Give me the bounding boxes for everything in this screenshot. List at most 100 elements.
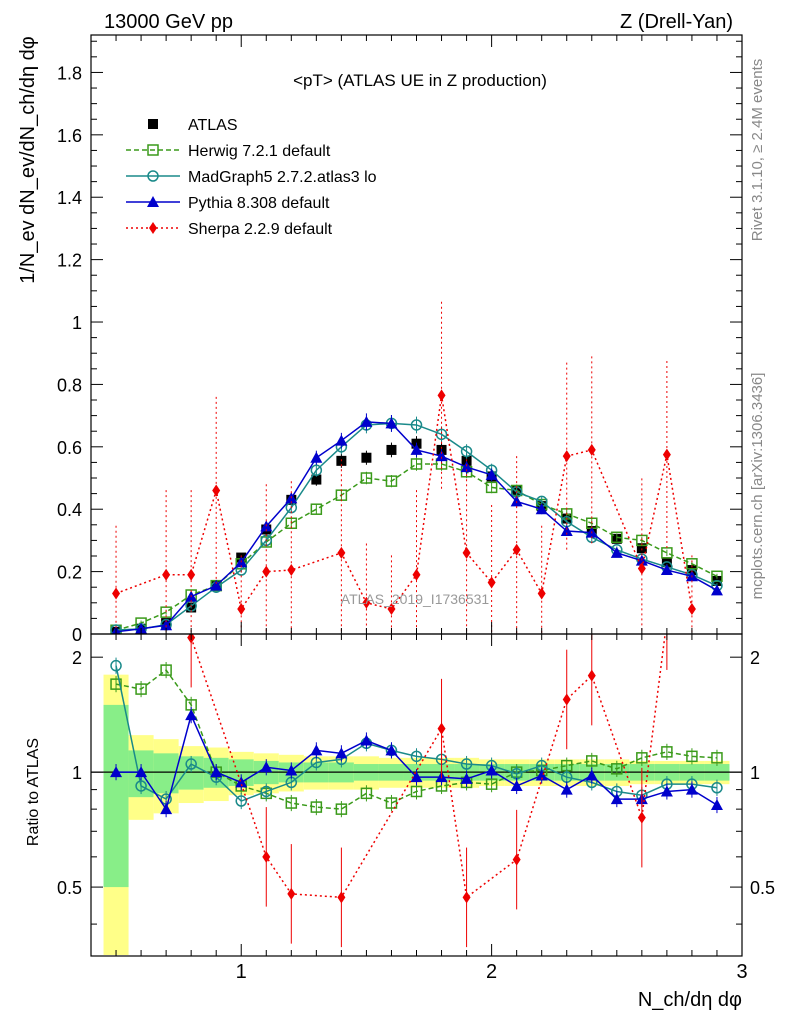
ratio-point [235, 795, 247, 807]
y-tick-label: 0.2 [57, 563, 82, 583]
data-point [237, 603, 246, 616]
data-point [610, 546, 623, 558]
ratio-point [710, 799, 723, 811]
ratio-point [310, 744, 323, 756]
ratio-point [586, 755, 598, 767]
ratio-point [410, 750, 423, 763]
ratio-point [610, 793, 623, 805]
ratio-point [711, 752, 723, 764]
data-point [560, 525, 573, 537]
ratio-point [260, 761, 273, 773]
data-point [362, 596, 371, 609]
y-tick-label: 1.8 [57, 63, 82, 83]
watermark: ATLAS_2019_I1736531 [341, 591, 490, 607]
data-point [385, 417, 398, 429]
data-point [311, 474, 322, 485]
ratio-point [385, 797, 398, 809]
ratio-point [711, 782, 723, 794]
x-tick-label: 2 [486, 961, 497, 983]
y-tick-label: 1.2 [57, 251, 82, 271]
data-point [310, 503, 323, 515]
ratio-point [462, 891, 471, 904]
data-point [160, 619, 173, 631]
ratio-point [160, 664, 172, 676]
data-point [162, 568, 171, 581]
data-point [360, 415, 373, 427]
data-point [287, 564, 296, 577]
ratio-point [485, 764, 498, 776]
ratio-point [287, 887, 296, 900]
ratio-point [135, 766, 148, 778]
data-point [710, 584, 723, 596]
data-point [510, 495, 523, 507]
ratio-point [437, 722, 446, 735]
legend-marker [147, 144, 159, 156]
ratio-tick-label-right: 2 [750, 648, 760, 668]
ratio-point [460, 772, 473, 784]
y-tick-label: 1.6 [57, 126, 82, 146]
ratio-point [110, 766, 123, 778]
ratio-tick-label-left: 2 [72, 648, 82, 668]
ratio-point [587, 669, 596, 682]
data-point [310, 464, 323, 476]
data-point [437, 389, 446, 402]
data-point [210, 579, 223, 591]
data-point [460, 461, 473, 473]
data-point [310, 451, 323, 463]
ratio-point [110, 659, 122, 672]
ratio-point [185, 709, 198, 721]
data-point [410, 458, 423, 470]
data-point [112, 587, 121, 600]
data-point [686, 558, 698, 570]
data-point [562, 450, 571, 463]
ratio-point [512, 853, 521, 866]
ratio-point [160, 803, 173, 815]
x-axis-label: N_ch/dη dφ [638, 989, 742, 1011]
legend-marker [147, 196, 159, 207]
ratio-point [110, 678, 122, 690]
data-point [386, 444, 397, 455]
ratio-point [663, 614, 671, 626]
chart-title: <pT> (ATLAS UE in Z production) [293, 71, 547, 90]
y-tick-label: 1.4 [57, 188, 82, 208]
ratio-point [135, 780, 147, 792]
ratio-point [535, 769, 548, 781]
ratio-series-2 [110, 707, 723, 818]
legend-label: MadGraph5 2.7.2.atlas3 lo [188, 169, 377, 186]
data-point [410, 419, 423, 431]
ratio-tick-label-left: 1 [72, 763, 82, 783]
header-right: Z (Drell-Yan) [620, 11, 733, 33]
ratio-point [135, 683, 147, 695]
ratio-point [636, 752, 648, 764]
ratio-point [360, 787, 373, 800]
data-point [460, 445, 473, 458]
data-point [212, 484, 221, 497]
ratio-point [285, 764, 298, 776]
legend-marker [148, 119, 158, 129]
main-panel-series [110, 301, 723, 634]
data-point [360, 472, 373, 484]
data-point [535, 503, 548, 515]
data-point [262, 565, 271, 578]
data-point [537, 587, 546, 600]
ratio-line-3 [190, 634, 666, 899]
ratio-panel-series [110, 614, 723, 948]
data-point [487, 576, 496, 589]
data-point [410, 443, 423, 455]
ratio-point [685, 783, 698, 795]
data-point [636, 543, 647, 554]
data-point [435, 450, 448, 462]
data-point [485, 468, 498, 480]
data-point [687, 603, 696, 616]
data-point [637, 562, 646, 575]
legend-marker [147, 170, 159, 182]
y-tick-label: 0.8 [57, 375, 82, 395]
data-point [187, 568, 196, 581]
ratio-uncertainty-bands [103, 674, 730, 955]
data-point [636, 534, 648, 547]
legend-label: ATLAS [188, 117, 238, 134]
data-point [611, 531, 623, 544]
ratio-point [510, 779, 523, 791]
x-tick-label: 3 [736, 961, 747, 983]
ratio-point [335, 747, 348, 759]
